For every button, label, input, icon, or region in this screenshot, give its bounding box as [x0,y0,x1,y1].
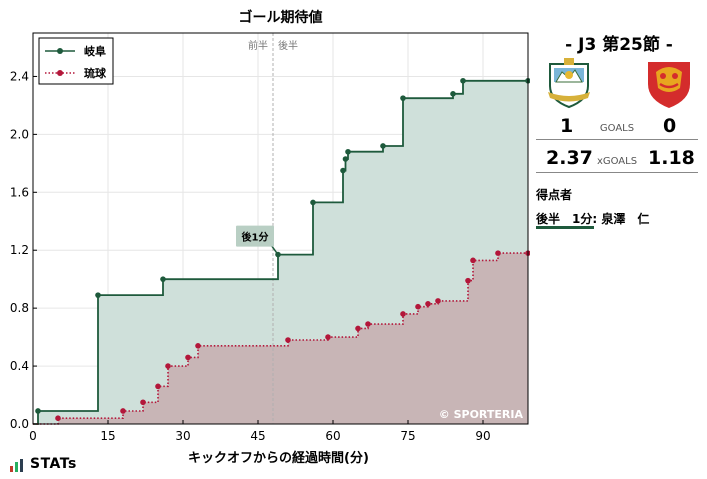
data-point-home [400,95,406,101]
x-tick-label: 75 [400,429,415,443]
goals-row: 1 GOALS 0 [536,113,698,140]
y-tick-label: 0.4 [10,359,29,373]
y-tick-label: 1.2 [10,243,29,257]
home-goals: 1 [560,115,574,137]
data-point-home [160,276,166,282]
data-point-away [155,383,161,390]
y-tick-label: 2.0 [10,127,29,141]
halftime-label-second: 後半 [278,39,298,52]
data-point-home [460,77,466,84]
annotation-box [236,225,274,247]
data-point-away [415,303,421,310]
annotation-label: 後1分 [242,231,269,244]
fc-ryukyu-crest-icon [648,62,690,108]
away-xg: 1.18 [648,147,695,169]
xg-row: 2.37 xGOALS 1.18 [536,145,698,173]
scorers-heading: 得点者 [536,188,573,202]
x-tick-label: 0 [29,429,37,443]
y-tick-label: 1.6 [10,185,29,199]
y-tick-label: 2.4 [10,69,29,83]
scorer-line: 後半 1分: 泉澤 仁 [536,212,650,226]
x-tick-label: 60 [325,429,340,443]
scorer-underline [536,226,594,229]
data-point-home [342,156,349,162]
data-point-home [340,167,346,174]
watermark: © SPORTERIA [439,408,524,421]
data-point-away [465,277,471,284]
x-tick-label: 15 [100,429,115,443]
data-point-away [365,321,371,327]
series-area-away [33,253,528,424]
data-point-away [495,250,501,256]
halftime-label-first: 前半 [248,39,268,52]
data-point-away [165,363,171,369]
home-xg: 2.37 [546,147,593,169]
legend-marker [57,70,63,76]
match-title: - J3 第25節 - [565,35,673,55]
data-point-away [120,408,126,414]
legend-marker [57,48,63,54]
away-goals: 0 [663,115,677,137]
data-point-home [450,91,456,97]
brand-text: STATs [30,456,77,472]
data-point-away [195,343,201,349]
data-point-away [400,311,406,317]
xg-label: xGOALS [596,156,638,167]
data-point-away [140,399,146,406]
fc-gifu-crest-icon [548,58,590,109]
data-point-away [325,334,331,340]
x-tick-label: 45 [250,429,265,443]
data-point-home [310,199,316,206]
y-tick-label: 0.0 [10,417,29,431]
x-tick-label: 30 [175,429,190,443]
legend-box [38,37,114,85]
data-point-away [470,257,476,264]
x-axis-label: キックオフからの経過時間(分) [188,450,369,466]
data-point-away [285,337,291,343]
data-point-home [95,292,101,298]
data-point-away [425,301,431,307]
chart-title: ゴール期待値 [239,9,323,26]
y-tick-label: 0.8 [10,301,29,315]
match-summary-panel: - J3 第25節 - 1 GOALS 0 2.37 xGOALS 1.18 得… [530,0,707,479]
data-point-away [185,354,191,361]
plot-frame [32,32,529,425]
bar-chart-icon [10,459,23,472]
x-tick-label: 90 [475,429,490,443]
legend-label: 岐阜 [84,44,106,58]
data-point-away [55,415,61,422]
data-point-home [35,408,41,414]
data-point-home [345,148,351,155]
goals-label: GOALS [599,123,635,134]
data-point-away [355,325,361,332]
data-point-away [435,298,441,304]
data-point-home [380,143,386,149]
legend-label: 琉球 [84,66,107,80]
